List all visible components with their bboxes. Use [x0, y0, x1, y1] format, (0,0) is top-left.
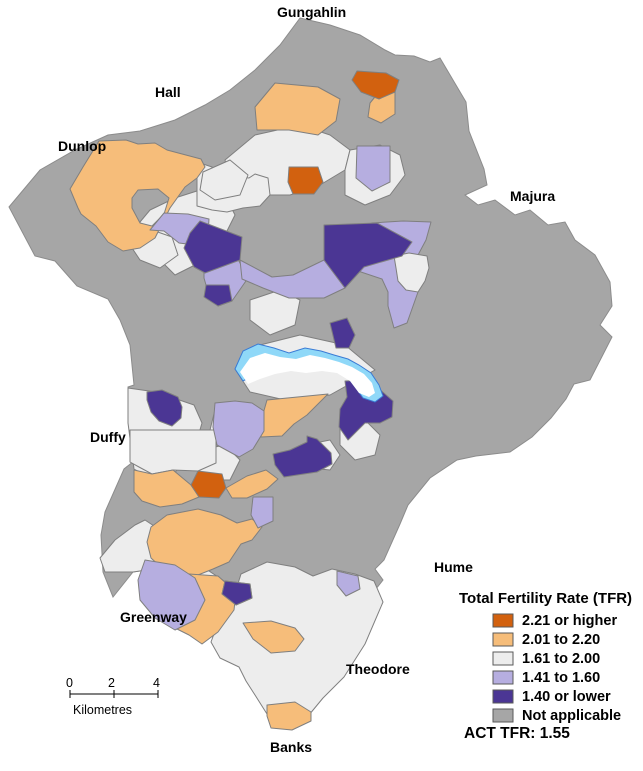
- svg-text:Gungahlin: Gungahlin: [277, 4, 346, 20]
- svg-text:2: 2: [108, 676, 115, 690]
- svg-text:1.61 to 2.00: 1.61 to 2.00: [522, 651, 600, 667]
- svg-text:2.01 to 2.20: 2.01 to 2.20: [522, 632, 600, 648]
- svg-text:4: 4: [153, 676, 160, 690]
- svg-text:ACT TFR: 1.55: ACT TFR: 1.55: [464, 725, 570, 742]
- svg-text:0: 0: [66, 676, 73, 690]
- svg-text:Greenway: Greenway: [120, 609, 187, 625]
- svg-text:Total Fertility Rate (TFR): Total Fertility Rate (TFR): [459, 590, 632, 607]
- svg-text:Hall: Hall: [155, 84, 181, 100]
- svg-text:Dunlop: Dunlop: [58, 138, 106, 154]
- svg-text:Kilometres: Kilometres: [73, 703, 132, 717]
- svg-text:Theodore: Theodore: [346, 661, 410, 677]
- svg-text:1.40 or lower: 1.40 or lower: [522, 689, 611, 705]
- svg-text:Not applicable: Not applicable: [522, 708, 621, 724]
- svg-text:Majura: Majura: [510, 188, 555, 204]
- svg-text:Hume: Hume: [434, 559, 473, 575]
- svg-text:Banks: Banks: [270, 739, 312, 755]
- svg-text:Duffy: Duffy: [90, 429, 126, 445]
- svg-text:2.21 or higher: 2.21 or higher: [522, 613, 617, 629]
- svg-text:1.41 to 1.60: 1.41 to 1.60: [522, 670, 600, 686]
